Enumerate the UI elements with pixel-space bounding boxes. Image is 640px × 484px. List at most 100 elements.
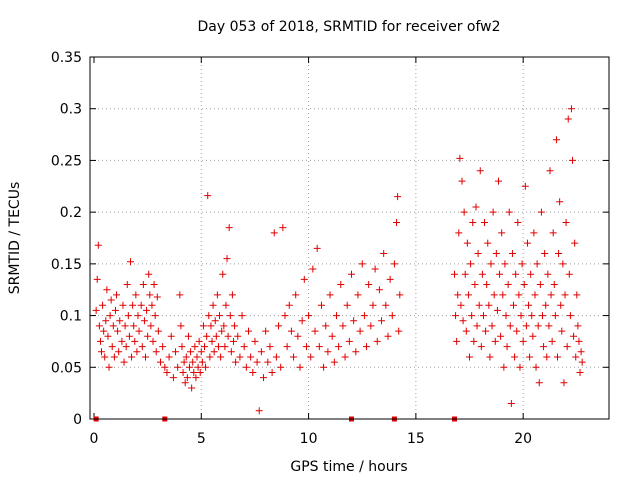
data-point [503, 343, 511, 351]
data-point [525, 301, 533, 309]
data-point [339, 322, 347, 330]
data-point [119, 301, 127, 309]
data-point [262, 327, 270, 335]
data-point [187, 348, 195, 356]
data-point [459, 317, 467, 325]
data-point [198, 358, 206, 366]
y-axis-label: SRMTID / TECUs [7, 182, 23, 295]
x-tick-label: 10 [300, 431, 318, 447]
data-point [185, 363, 193, 371]
data-point [226, 312, 234, 320]
data-point [292, 291, 300, 299]
data-point [390, 260, 398, 268]
data-point [172, 348, 180, 356]
data-point [145, 270, 153, 278]
data-point [92, 306, 100, 314]
data-point [181, 379, 189, 387]
data-point [125, 332, 133, 340]
data-point [130, 322, 138, 330]
data-point [386, 275, 394, 283]
data-point [463, 239, 471, 247]
data-point [518, 260, 526, 268]
data-point [504, 281, 512, 289]
plot-frame [89, 56, 610, 420]
data-point [369, 301, 377, 309]
y-tick-label: 0.3 [60, 102, 82, 118]
data-point [107, 296, 115, 304]
data-point [505, 208, 513, 216]
data-point [109, 322, 117, 330]
data-point [138, 343, 146, 351]
data-point [326, 291, 334, 299]
data-point [543, 353, 551, 361]
data-point [479, 312, 487, 320]
data-point [234, 332, 242, 340]
data-point [224, 332, 232, 340]
data-point [192, 374, 200, 382]
data-point [556, 198, 564, 206]
data-point [144, 332, 152, 340]
y-tick-label: 0 [73, 412, 82, 428]
data-point [335, 343, 343, 351]
data-point [571, 239, 579, 247]
data-point [578, 358, 586, 366]
data-point [511, 353, 519, 361]
data-point [574, 322, 582, 330]
data-point [508, 250, 516, 258]
data-point [552, 136, 560, 144]
data-point [452, 312, 460, 320]
data-point [133, 348, 141, 356]
data-point [272, 353, 280, 361]
data-point [212, 332, 220, 340]
data-point [560, 379, 568, 387]
data-point [458, 177, 466, 185]
data-point [313, 244, 321, 252]
data-point [569, 156, 577, 164]
data-point [108, 343, 116, 351]
data-point [470, 337, 478, 345]
data-point [218, 327, 226, 335]
data-point [152, 348, 160, 356]
data-point [193, 353, 201, 361]
data-point [191, 343, 199, 351]
data-point [572, 353, 580, 361]
data-point [115, 348, 123, 356]
data-point [167, 332, 175, 340]
data-point [356, 327, 364, 335]
data-point [99, 301, 107, 309]
data-point [567, 105, 575, 113]
data-point [510, 301, 518, 309]
data-point [485, 301, 493, 309]
data-point [354, 291, 362, 299]
data-point [229, 337, 237, 345]
data-point [565, 270, 573, 278]
data-point [176, 291, 184, 299]
data-point [210, 348, 218, 356]
data-point [536, 281, 544, 289]
data-point [211, 317, 219, 325]
data-point [100, 327, 108, 335]
data-point [177, 322, 185, 330]
y-tick-label: 0.1 [60, 309, 82, 325]
data-point [490, 291, 498, 299]
data-point [396, 291, 404, 299]
data-point [453, 337, 461, 345]
data-point [104, 332, 112, 340]
data-point [341, 353, 349, 361]
data-point [328, 332, 336, 340]
data-point [169, 374, 177, 382]
data-point [471, 281, 479, 289]
data-point [132, 291, 140, 299]
data-point [521, 182, 529, 190]
data-point [549, 229, 557, 237]
data-point [268, 368, 276, 376]
data-point [545, 322, 553, 330]
y-tick-label: 0.15 [51, 257, 82, 273]
data-point [548, 337, 556, 345]
data-point [150, 281, 158, 289]
grid [90, 57, 609, 419]
data-point [575, 337, 583, 345]
data-point [522, 322, 530, 330]
data-point [563, 343, 571, 351]
